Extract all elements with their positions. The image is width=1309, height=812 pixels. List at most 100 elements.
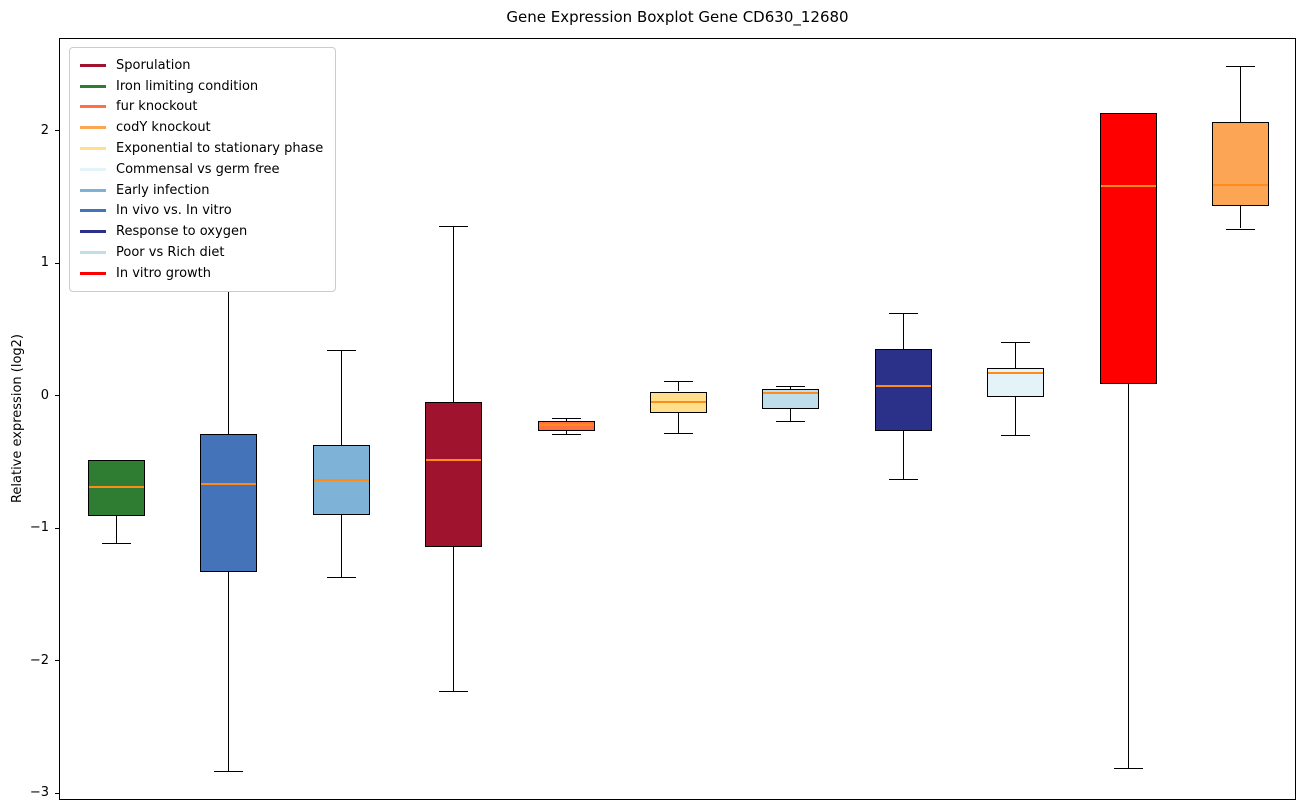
median-line	[201, 483, 257, 486]
median-line	[426, 459, 482, 462]
whisker-cap-lower	[101, 542, 131, 544]
whisker-upper	[228, 277, 230, 434]
box-sporulation	[425, 402, 483, 547]
box-fur-knockout	[537, 420, 595, 432]
whisker-lower	[340, 514, 342, 578]
legend-label: Response to oxygen	[116, 224, 248, 240]
legend-swatch-icon	[80, 251, 106, 255]
box-in-vitro-growth	[1099, 113, 1157, 384]
legend-swatch-icon	[80, 105, 106, 109]
whisker-cap-upper	[664, 380, 693, 382]
whisker-upper	[565, 418, 567, 421]
whisker-lower	[228, 571, 230, 771]
whisker-lower	[115, 516, 117, 543]
plot-frame: Sporulation Iron limiting condition fur kn…	[59, 38, 1296, 800]
legend-item: codY knockout	[80, 117, 323, 138]
legend-swatch-icon	[80, 147, 106, 151]
legend-item: fur knockout	[80, 97, 323, 118]
median-line	[1213, 183, 1269, 186]
whisker-upper	[453, 225, 455, 403]
y-tick-mark	[55, 130, 59, 132]
legend-label: Poor vs Rich diet	[116, 245, 225, 261]
y-tick-mark	[55, 262, 59, 264]
whisker-lower	[902, 431, 904, 479]
whisker-upper	[902, 313, 904, 350]
whisker-lower	[1127, 383, 1129, 768]
legend-item: Sporulation	[80, 55, 323, 76]
legend-item: Poor vs Rich diet	[80, 242, 323, 263]
median-line	[875, 385, 931, 388]
whisker-lower	[565, 431, 567, 434]
whisker-cap-upper	[776, 386, 806, 388]
legend-swatch-icon	[80, 167, 106, 171]
legend-label: In vivo vs. In vitro	[116, 203, 232, 219]
whisker-cap-upper	[439, 225, 469, 227]
whisker-cap-lower	[1113, 767, 1143, 769]
whisker-cap-lower	[551, 433, 581, 435]
whisker-lower	[790, 408, 792, 421]
y-tick-label: 0	[40, 387, 49, 403]
box-in-vivo-vs-in-vitro	[200, 433, 258, 572]
whisker-cap-upper	[1226, 65, 1256, 67]
whisker-upper	[790, 386, 792, 389]
y-tick-mark	[55, 792, 59, 794]
y-tick-mark	[55, 660, 59, 662]
whisker-cap-lower	[439, 691, 469, 692]
y-tick-label: −1	[29, 520, 49, 536]
whisker-upper	[678, 380, 679, 392]
whisker-cap-upper	[326, 350, 356, 352]
legend-swatch-icon	[80, 271, 106, 275]
box-cody-knockout	[1212, 122, 1270, 206]
y-tick-label: 2	[40, 122, 49, 138]
y-tick-label: −2	[29, 652, 49, 668]
median-line	[88, 485, 144, 488]
legend-label: Exponential to stationary phase	[116, 141, 324, 157]
legend-swatch-icon	[80, 63, 106, 67]
legend-swatch-icon	[80, 230, 106, 234]
box-iron-limiting-condition	[87, 460, 145, 517]
whisker-lower	[453, 546, 455, 691]
median-line	[988, 371, 1044, 374]
chart-title: Gene Expression Boxplot Gene CD630_12680	[506, 8, 849, 26]
whisker-upper	[340, 350, 342, 445]
legend-label: Commensal vs germ free	[116, 161, 280, 177]
whisker-cap-upper	[1001, 342, 1031, 344]
whisker-cap-lower	[214, 770, 244, 772]
legend-label: In vitro growth	[116, 265, 211, 281]
whisker-cap-upper	[551, 418, 581, 419]
whisker-upper	[1240, 65, 1242, 123]
legend-item: Commensal vs germ free	[80, 159, 323, 180]
box-response-to-oxygen	[874, 349, 932, 432]
y-axis-label: Relative expression (log2)	[9, 334, 25, 504]
median-line	[1100, 185, 1156, 188]
legend-item: Iron limiting condition	[80, 76, 323, 97]
whisker-cap-lower	[1001, 435, 1031, 437]
whisker-cap-lower	[664, 432, 693, 434]
legend-swatch-icon	[80, 84, 106, 88]
whisker-cap-lower	[1226, 228, 1256, 230]
y-tick-mark	[55, 395, 59, 397]
legend: Sporulation Iron limiting condition fur kn…	[69, 47, 337, 292]
legend-label: Early infection	[116, 182, 210, 198]
y-tick-label: −3	[29, 785, 49, 801]
whisker-cap-lower	[326, 577, 356, 579]
legend-label: codY knockout	[116, 120, 211, 136]
whisker-lower	[1015, 396, 1017, 436]
legend-label: Sporulation	[116, 57, 191, 73]
legend-item: Response to oxygen	[80, 221, 323, 242]
legend-swatch-icon	[80, 209, 106, 213]
legend-swatch-icon	[80, 126, 106, 130]
legend-item: Early infection	[80, 180, 323, 201]
median-line	[651, 401, 706, 404]
whisker-cap-lower	[776, 420, 806, 422]
legend-item: In vivo vs. In vitro	[80, 201, 323, 222]
whisker-lower	[1240, 205, 1242, 229]
y-tick-mark	[55, 527, 59, 529]
y-tick-label: 1	[40, 255, 49, 271]
median-line	[313, 479, 369, 482]
legend-swatch-icon	[80, 188, 106, 192]
legend-label: Iron limiting condition	[116, 78, 259, 94]
legend-item: Exponential to stationary phase	[80, 138, 323, 159]
median-line	[763, 391, 819, 394]
